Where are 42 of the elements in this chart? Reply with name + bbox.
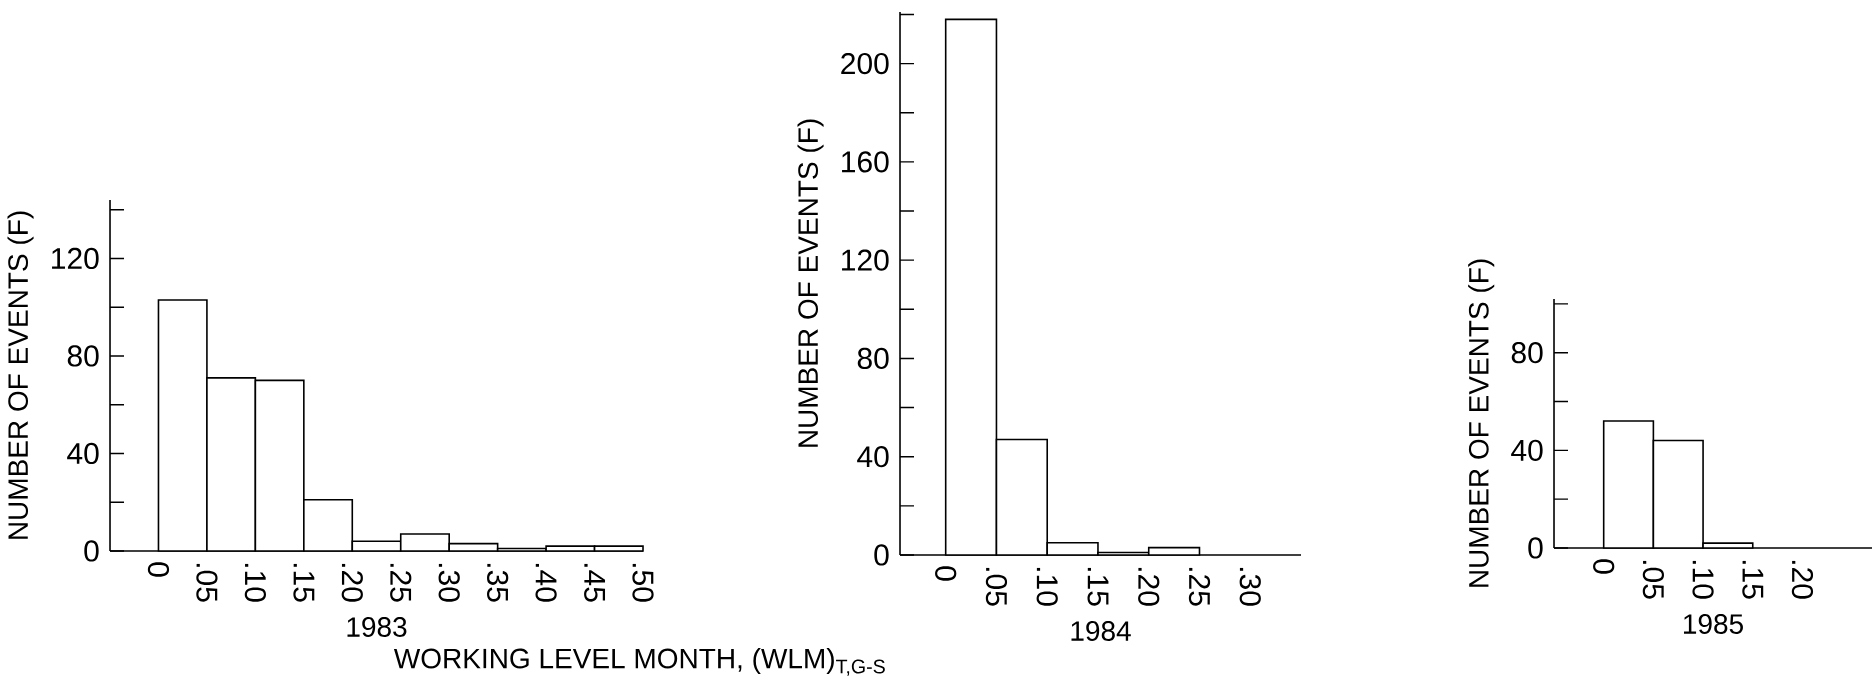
x-axis-title: 1983 xyxy=(347,617,407,637)
x-tick-label: .25 xyxy=(1188,567,1211,606)
x-tick-label: 0 xyxy=(935,566,957,581)
y-axis-title: NUMBER OF EVENTS (F) xyxy=(7,211,34,539)
y-tick-label: 80 xyxy=(857,347,889,370)
x-tick-label: .30 xyxy=(1239,567,1261,606)
x-tick-label: 0 xyxy=(147,562,170,577)
x-tick-label: .50 xyxy=(632,563,654,602)
x-tick-label: .20 xyxy=(341,563,363,602)
y-tick-label: 40 xyxy=(1511,439,1543,461)
x-tick-label: .05 xyxy=(196,563,218,602)
y-tick-label: 40 xyxy=(857,446,889,468)
x-tick-label: .40 xyxy=(535,563,557,602)
x-tick-label: .20 xyxy=(1138,567,1160,606)
x-tick-label: .30 xyxy=(438,563,460,602)
y-tick-label: 120 xyxy=(842,249,889,271)
x-tick-label: .10 xyxy=(1692,560,1714,599)
x-tick-label: .10 xyxy=(244,563,266,602)
x-tick-label: 0 xyxy=(1593,559,1615,574)
x-tick-label: .15 xyxy=(293,563,315,602)
y-tick-label: 80 xyxy=(1511,342,1543,364)
x-axis-title: 1984 xyxy=(1071,621,1131,641)
y-tick-label: 200 xyxy=(841,52,889,75)
y-tick-label: 120 xyxy=(52,247,99,270)
x-tick-label: .15 xyxy=(1742,560,1764,599)
x-axis-title: 1985 xyxy=(1683,614,1743,634)
x-tick-label: .35 xyxy=(487,563,509,602)
x-tick-label: .20 xyxy=(1791,560,1814,599)
text: WORKING LEVEL MONTH, (WLM)$_{T,G-S}$ xyxy=(393,647,885,676)
y-tick-label: 160 xyxy=(842,151,889,173)
y-tick-label: 0 xyxy=(84,540,99,562)
y-tick-label: 80 xyxy=(67,345,99,367)
x-tick-label: .15 xyxy=(1087,567,1109,606)
y-axis-title: NUMBER OF EVENTS (F) xyxy=(1468,259,1495,587)
y-axis-title: NUMBER OF EVENTS (F) xyxy=(797,119,824,447)
x-tick-label: .10 xyxy=(1036,567,1058,606)
y-tick-label: 0 xyxy=(1528,537,1543,559)
x-tick-label: .25 xyxy=(390,563,412,602)
x-tick-label: .05 xyxy=(985,567,1008,606)
y-tick-label: 40 xyxy=(67,442,99,465)
x-tick-label: .05 xyxy=(1642,560,1665,599)
x-tick-label: .45 xyxy=(584,563,606,602)
